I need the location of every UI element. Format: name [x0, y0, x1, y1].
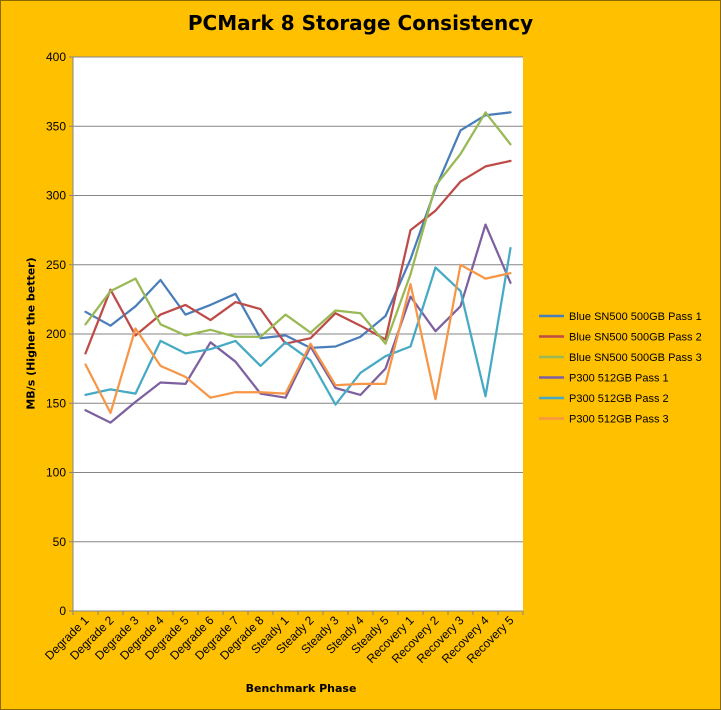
chart-title: PCMark 8 Storage Consistency — [187, 11, 534, 35]
y-tick-label: 0 — [59, 604, 66, 618]
x-axis-title: Benchmark Phase — [245, 682, 357, 695]
y-tick-label: 200 — [46, 327, 66, 341]
series-line-5 — [84, 246, 512, 406]
legend-label: Blue SN500 500GB Pass 3 — [569, 352, 702, 364]
y-tick-label: 100 — [46, 466, 66, 480]
y-tick-label: 250 — [46, 258, 66, 272]
series-line-3 — [84, 111, 512, 345]
legend-label: P300 512GB Pass 2 — [569, 393, 669, 405]
y-tick-label: 50 — [53, 535, 67, 549]
legend-label: Blue SN500 500GB Pass 1 — [569, 311, 702, 323]
y-tick-label: 300 — [46, 189, 66, 203]
series-line-6 — [84, 263, 512, 415]
legend-label: P300 512GB Pass 1 — [569, 373, 669, 385]
y-tick-label: 400 — [46, 50, 66, 64]
y-tick-label: 350 — [46, 119, 66, 133]
y-tick-label: 150 — [46, 396, 66, 410]
series-line-4 — [84, 223, 512, 424]
legend-label: Blue SN500 500GB Pass 2 — [569, 332, 702, 344]
y-axis-title: MB/s (Higher the better) — [24, 257, 38, 410]
legend-label: P300 512GB Pass 3 — [569, 414, 669, 426]
